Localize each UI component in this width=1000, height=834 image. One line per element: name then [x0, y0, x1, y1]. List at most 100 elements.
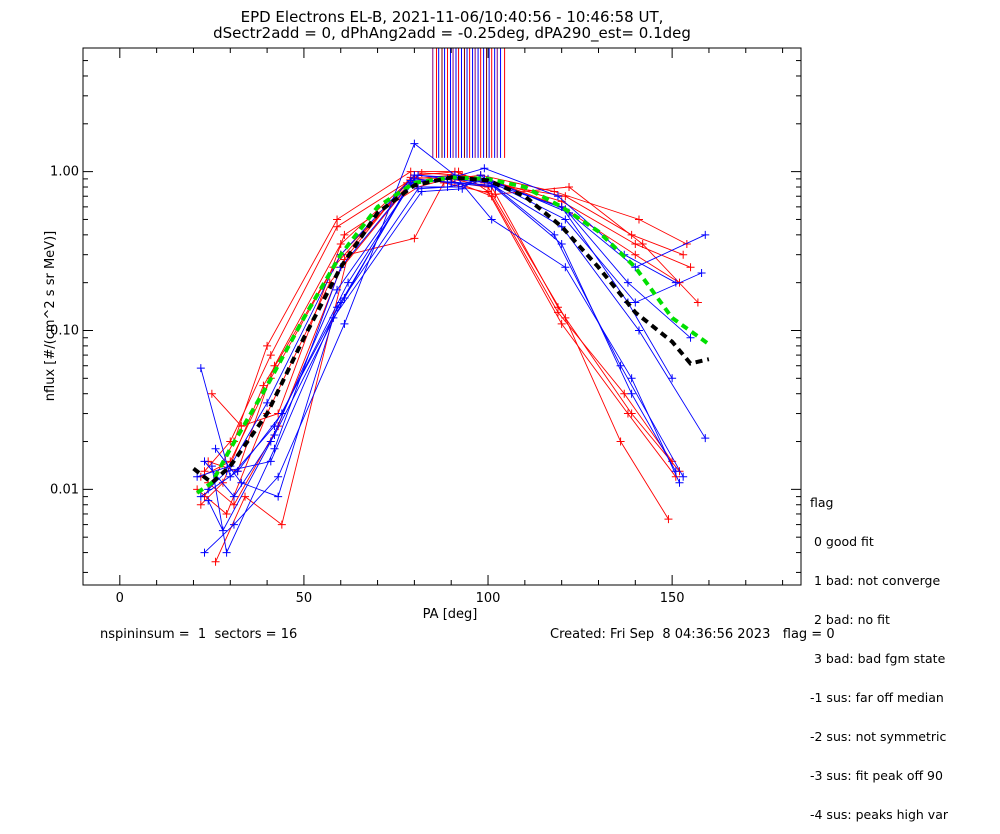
data-point-marker	[277, 520, 286, 529]
data-point-marker	[623, 278, 632, 287]
footer-created-info: Created: Fri Sep 8 04:36:56 2023 flag = …	[550, 627, 835, 642]
data-point-marker	[443, 183, 452, 192]
data-point-marker	[340, 230, 349, 239]
data-point-marker	[196, 364, 205, 373]
x-tick-label: 50	[296, 591, 313, 606]
data-point-marker	[207, 389, 216, 398]
data-point-marker	[701, 434, 710, 443]
data-point-marker	[701, 230, 710, 239]
data-point-marker	[664, 515, 673, 524]
data-point-marker	[333, 215, 342, 224]
data-point-marker	[410, 234, 419, 243]
data-point-marker	[565, 183, 574, 192]
data-point-marker	[634, 326, 643, 335]
data-point-marker	[410, 171, 419, 180]
data-point-marker	[229, 492, 238, 501]
data-point-marker	[336, 240, 345, 249]
data-point-marker	[686, 333, 695, 342]
legend-item: -2 sus: not symmetric	[810, 729, 947, 744]
data-point-marker	[333, 222, 342, 231]
legend-item: 2 bad: no fit	[810, 612, 890, 627]
data-point-marker	[266, 457, 275, 466]
data-point-marker	[241, 492, 250, 501]
series-line-17	[207, 178, 691, 490]
data-point-marker	[675, 478, 684, 487]
y-tick-label: 0.01	[50, 482, 79, 497]
chart-svg: EPD Electrons EL-B, 2021-11-06/10:40:56 …	[43, 8, 802, 622]
data-point-marker	[487, 181, 496, 190]
fit-curve-green	[195, 175, 711, 495]
data-point-marker	[207, 462, 216, 471]
data-point-marker	[487, 215, 496, 224]
chart-subtitle: dSectr2add = 0, dPhAng2add = -0.25deg, d…	[213, 24, 691, 43]
data-point-marker	[454, 167, 463, 176]
data-point-marker	[686, 263, 695, 272]
data-point-marker	[553, 192, 562, 201]
footer-spin-info: nspininsum = 1 sectors = 16	[100, 627, 298, 642]
data-point-marker	[682, 240, 691, 249]
series-line-15	[196, 174, 702, 478]
legend-item: -4 sus: peaks high var	[810, 807, 949, 822]
data-point-marker	[410, 139, 419, 148]
data-point-marker	[671, 467, 680, 476]
data-point-marker	[693, 298, 702, 307]
data-point-marker	[561, 215, 570, 224]
data-point-marker	[631, 263, 640, 272]
y-tick-label: 1.00	[50, 165, 79, 180]
series-line-12	[211, 178, 706, 555]
x-tick-label: 100	[476, 591, 501, 606]
chart-axes: 0 50 100 150 0.01 0.10 1.00	[50, 47, 801, 606]
data-point-marker	[196, 500, 205, 509]
data-point-marker	[196, 492, 205, 501]
data-point-marker	[620, 389, 629, 398]
data-point-marker	[616, 437, 625, 446]
data-point-marker	[222, 548, 231, 557]
data-point-marker	[627, 230, 636, 239]
data-point-marker	[561, 263, 570, 272]
data-point-marker	[679, 250, 688, 259]
legend-item: 0 good fit	[810, 534, 874, 549]
series-line-1	[204, 171, 684, 497]
data-point-marker	[414, 184, 423, 193]
legend-item: -3 sus: fit peak off 90	[810, 768, 943, 783]
chart-marks	[192, 48, 711, 566]
data-point-marker	[266, 437, 275, 446]
legend-item: -1 sus: far off median	[810, 690, 944, 705]
data-point-marker	[200, 457, 209, 466]
data-point-marker	[274, 492, 283, 501]
data-point-marker	[627, 409, 636, 418]
data-point-marker	[222, 509, 231, 518]
data-point-marker	[229, 520, 238, 529]
plot-frame	[82, 47, 802, 586]
data-point-marker	[480, 164, 489, 173]
flag-legend: flag 0 good fit 1 bad: not converge 2 ba…	[810, 470, 948, 834]
data-point-marker	[557, 319, 566, 328]
data-point-marker	[340, 319, 349, 328]
data-point-marker	[237, 422, 246, 431]
data-point-marker	[406, 176, 415, 185]
data-point-marker	[634, 215, 643, 224]
data-point-marker	[616, 361, 625, 370]
data-point-marker	[200, 467, 209, 476]
fit-curve-black	[192, 175, 710, 486]
data-point-marker	[263, 341, 272, 350]
series-line-14	[215, 174, 684, 498]
series-line-7	[204, 172, 691, 472]
x-axis-label: PA [deg]	[423, 607, 478, 622]
data-point-marker	[679, 472, 688, 481]
data-point-marker	[627, 374, 636, 383]
data-point-marker	[557, 240, 566, 249]
data-point-marker	[553, 303, 562, 312]
data-point-marker	[631, 240, 640, 249]
data-point-marker	[270, 430, 279, 439]
data-point-marker	[697, 269, 706, 278]
data-point-marker	[340, 294, 349, 303]
data-point-marker	[631, 298, 640, 307]
data-point-marker	[266, 351, 275, 360]
data-point-marker	[204, 496, 213, 505]
y-tick-label: 0.10	[50, 323, 79, 338]
series-line-10	[204, 142, 680, 553]
data-point-marker	[458, 184, 467, 193]
data-point-marker	[671, 278, 680, 287]
data-point-marker	[333, 285, 342, 294]
